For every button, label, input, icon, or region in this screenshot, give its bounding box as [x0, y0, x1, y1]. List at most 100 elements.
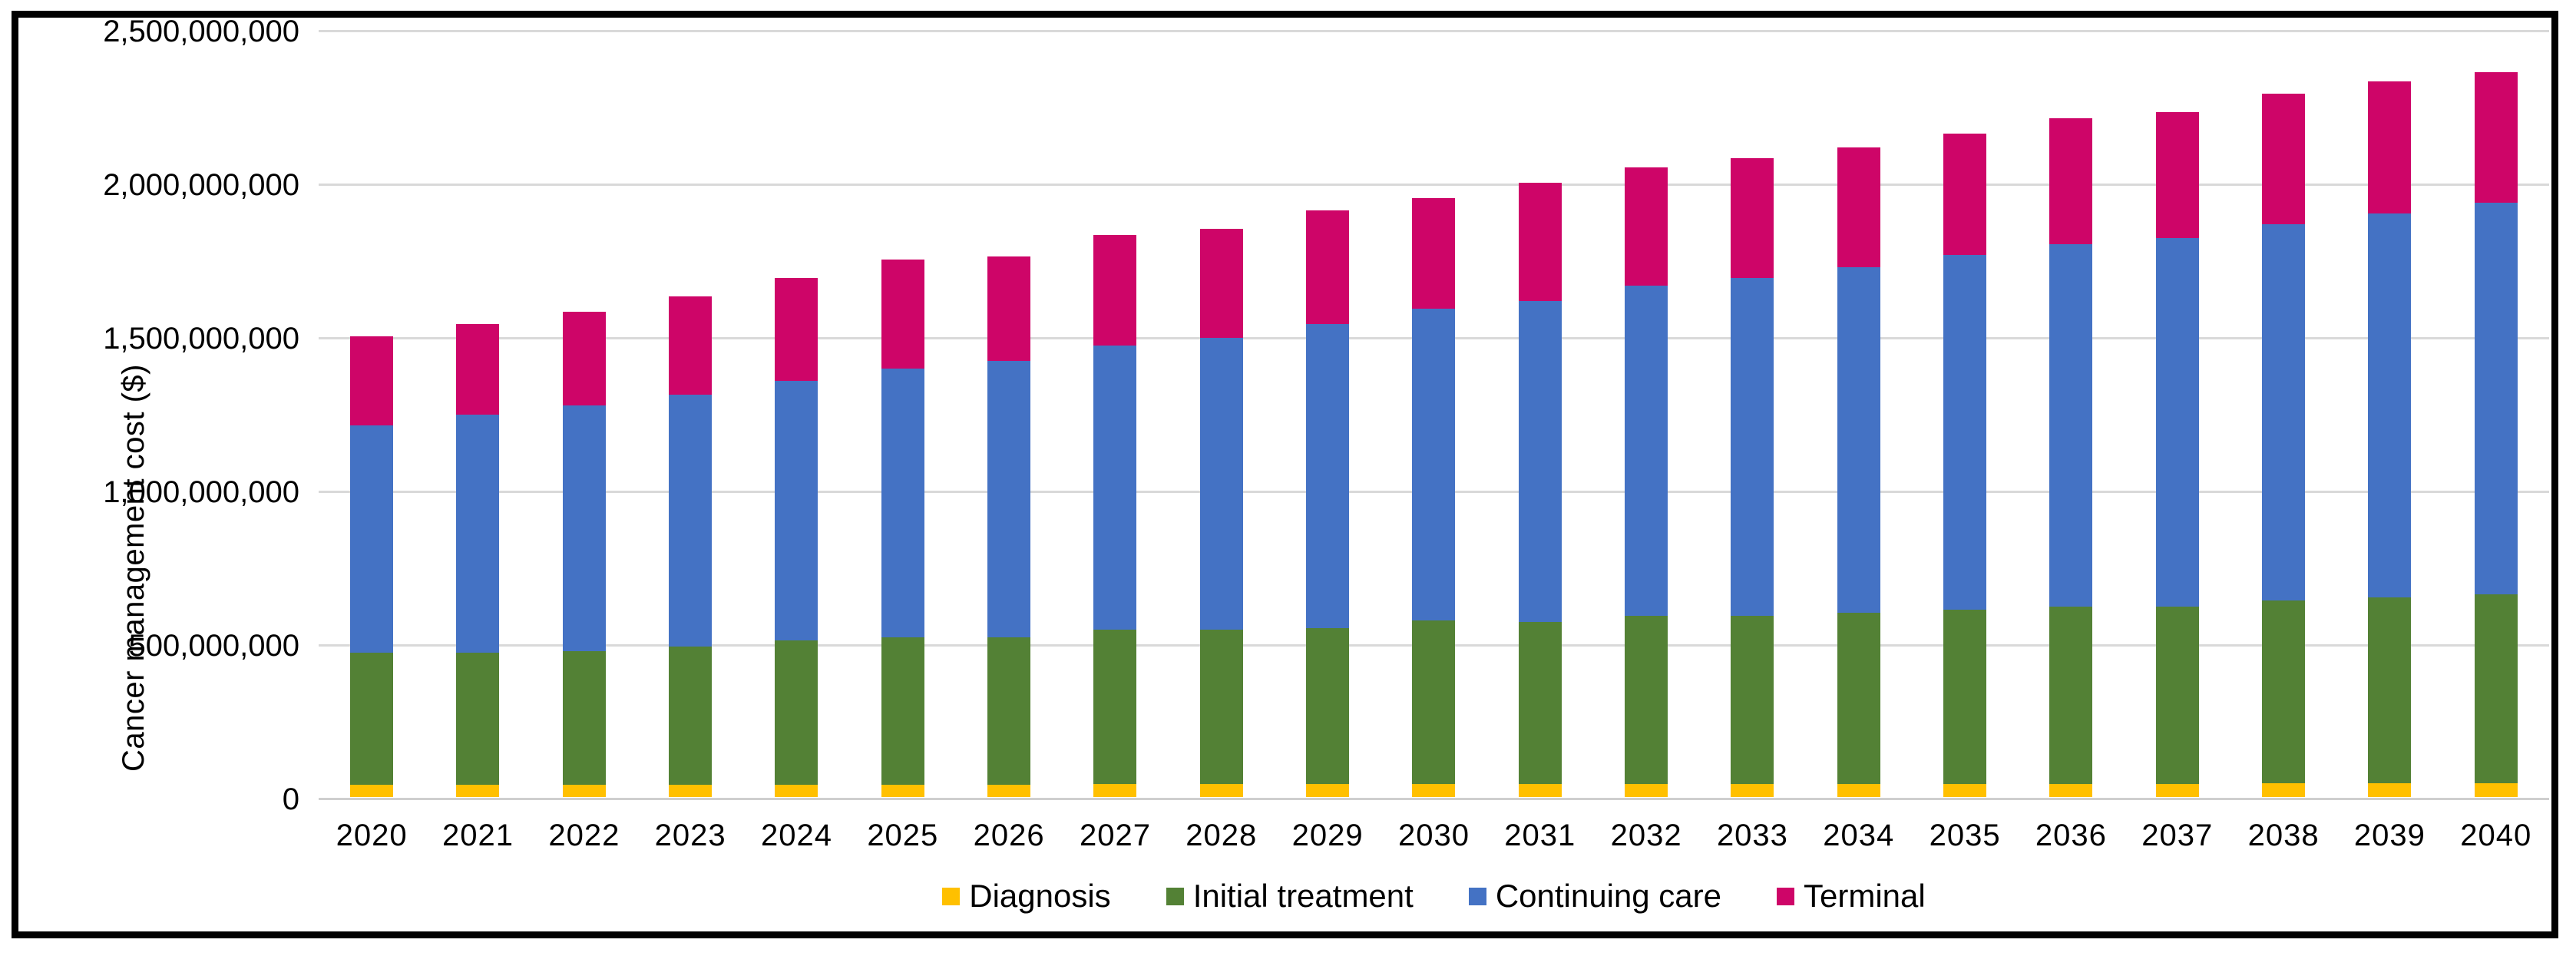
bar-segment-diagnosis: [1093, 784, 1137, 797]
bar-segment-terminal: [350, 336, 394, 425]
bar-segment-diagnosis: [1518, 784, 1562, 797]
bar-segment-terminal: [1943, 134, 1987, 256]
bar-group-2034: [1806, 29, 1912, 797]
bar-segment-diagnosis: [669, 785, 713, 797]
stacked-bar-2029: [1306, 210, 1350, 797]
bar-segment-diagnosis: [1943, 784, 1987, 797]
x-tick-label-2024: 2024: [760, 819, 832, 852]
legend-label: Diagnosis: [969, 878, 1111, 914]
bar-group-2027: [1062, 29, 1168, 797]
bar-group-2035: [1912, 29, 2018, 797]
stacked-bar-2036: [2049, 118, 2093, 797]
bar-group-2030: [1381, 29, 1486, 797]
stacked-bar-2037: [2155, 112, 2199, 797]
x-tick-label-2037: 2037: [2141, 819, 2214, 852]
bar-segment-terminal: [2049, 118, 2093, 245]
bar-segment-terminal: [1199, 229, 1243, 339]
bar-group-2029: [1275, 29, 1381, 797]
bar-segment-initial-treatment: [1306, 628, 1350, 785]
stacked-bar-2038: [2262, 94, 2306, 797]
bar-segment-continuing-care: [2368, 213, 2412, 598]
bar-segment-initial-treatment: [1199, 630, 1243, 785]
bar-segment-continuing-care: [775, 381, 818, 640]
x-tick-label-2038: 2038: [2247, 819, 2320, 852]
bar-segment-terminal: [1412, 198, 1456, 309]
bar-group-2028: [1169, 29, 1275, 797]
stacked-bar-2026: [987, 256, 1031, 797]
stacked-bar-2022: [562, 312, 606, 797]
bar-segment-diagnosis: [881, 785, 924, 797]
x-tick-label-2028: 2028: [1185, 819, 1258, 852]
bar-segment-continuing-care: [1412, 309, 1456, 621]
bar-segment-terminal: [2155, 112, 2199, 239]
legend-swatch-icon: [1166, 887, 1184, 905]
bar-segment-continuing-care: [1093, 346, 1137, 630]
bar-segment-continuing-care: [2155, 238, 2199, 607]
bar-group-2023: [637, 29, 743, 797]
bar-segment-diagnosis: [2474, 783, 2518, 797]
bar-segment-continuing-care: [1731, 278, 1774, 617]
bar-segment-terminal: [1093, 235, 1137, 346]
bar-segment-initial-treatment: [2049, 607, 2093, 785]
legend: Diagnosis Initial treatment Continuing car…: [319, 880, 2549, 912]
bar-segment-diagnosis: [2368, 783, 2412, 797]
x-tick-label-2032: 2032: [1610, 819, 1682, 852]
bar-group-2038: [2230, 29, 2336, 797]
bar-segment-diagnosis: [1412, 784, 1456, 797]
x-tick-label-2029: 2029: [1291, 819, 1364, 852]
bar-segment-diagnosis: [1837, 784, 1880, 797]
stacked-bar-2023: [669, 296, 713, 797]
bar-series-container: [319, 29, 2549, 797]
bar-group-2025: [850, 29, 956, 797]
bar-segment-initial-treatment: [881, 637, 924, 785]
bar-group-2036: [2018, 29, 2124, 797]
bar-segment-diagnosis: [775, 785, 818, 797]
x-tick-label-2025: 2025: [867, 819, 939, 852]
bar-segment-initial-treatment: [1731, 616, 1774, 785]
bar-segment-terminal: [562, 312, 606, 405]
bar-segment-diagnosis: [2049, 784, 2093, 797]
y-tick-label: 500,000,000: [128, 629, 299, 663]
bar-segment-initial-treatment: [1943, 610, 1987, 785]
bar-segment-continuing-care: [669, 395, 713, 647]
bar-segment-terminal: [1518, 183, 1562, 302]
legend-swatch-icon: [1777, 887, 1795, 905]
legend-swatch-icon: [1468, 887, 1486, 905]
bar-group-2039: [2336, 29, 2442, 797]
bar-segment-terminal: [881, 260, 924, 369]
bar-group-2040: [2443, 29, 2549, 797]
bar-segment-continuing-care: [2262, 224, 2306, 601]
stacked-bar-2030: [1412, 198, 1456, 797]
bar-segment-initial-treatment: [1093, 630, 1137, 785]
x-tick-label-2022: 2022: [548, 819, 620, 852]
bar-segment-initial-treatment: [2474, 594, 2518, 784]
bar-segment-continuing-care: [1199, 338, 1243, 630]
legend-swatch-icon: [942, 887, 961, 905]
stacked-bar-2025: [881, 260, 924, 797]
stacked-bar-2024: [775, 278, 818, 797]
bar-segment-continuing-care: [456, 415, 500, 653]
x-tick-label-2035: 2035: [1929, 819, 2001, 852]
x-tick-label-2031: 2031: [1504, 819, 1576, 852]
bar-segment-initial-treatment: [1837, 613, 1880, 785]
stacked-bar-2035: [1943, 134, 1987, 797]
plot-area: [319, 29, 2549, 800]
bar-group-2021: [425, 29, 531, 797]
x-tick-label-2036: 2036: [2035, 819, 2107, 852]
bar-segment-diagnosis: [1731, 784, 1774, 797]
bar-segment-initial-treatment: [1412, 620, 1456, 785]
bar-segment-diagnosis: [1306, 784, 1350, 797]
legend-item-continuing-care: Continuing care: [1468, 880, 1721, 912]
bar-group-2022: [531, 29, 637, 797]
bar-segment-diagnosis: [2262, 783, 2306, 797]
x-tick-label-2027: 2027: [1079, 819, 1151, 852]
gridline: [319, 184, 2549, 186]
bar-group-2033: [1699, 29, 1805, 797]
stacked-bar-2020: [350, 336, 394, 797]
bar-segment-diagnosis: [456, 785, 500, 797]
bar-segment-terminal: [1731, 158, 1774, 279]
bar-segment-initial-treatment: [1625, 616, 1668, 785]
bar-segment-continuing-care: [1306, 324, 1350, 629]
bar-segment-terminal: [456, 324, 500, 415]
stacked-bar-2039: [2368, 81, 2412, 797]
